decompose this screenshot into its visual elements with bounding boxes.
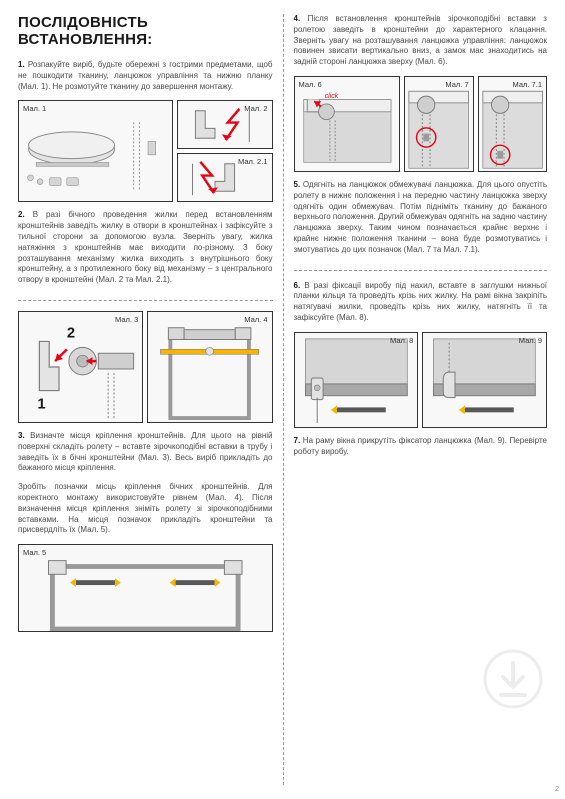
page-root: ПОСЛІДОВНІСТЬ ВСТАНОВЛЕННЯ: 1. Розпакуйт… (0, 0, 565, 799)
figure-3-svg: 1 2 (19, 312, 142, 422)
fig-row-4: Мал. 6 click Мал. 7 (294, 76, 548, 172)
figure-6-click: click (324, 93, 338, 100)
figure-1-label: Мал. 1 (23, 104, 46, 113)
fig-row-3: Мал. 5 (18, 544, 273, 632)
figure-2-label: Мал. 2 (244, 104, 267, 113)
paragraph-4: 4. Після встановлення кронштейнів зірочк… (294, 14, 548, 68)
right-divider (294, 270, 548, 271)
figure-5-label: Мал. 5 (23, 548, 46, 557)
figure-4-label: Мал. 4 (244, 315, 267, 324)
figure-4: Мал. 4 (147, 311, 272, 423)
right-column: 4. Після встановлення кронштейнів зірочк… (283, 14, 548, 785)
figure-3-label: Мал. 3 (115, 315, 138, 324)
paragraph-5-text: Одягніть на ланцюжок обмежувачі ланцюжка… (294, 180, 548, 254)
figure-7-label: Мал. 7 (445, 80, 468, 89)
paragraph-2: 2. В разі бічного проведення жилки перед… (18, 210, 273, 286)
figure-7-1-svg (479, 77, 546, 171)
figure-3-num1: 1 (37, 396, 45, 412)
figure-9-svg (423, 333, 546, 427)
figure-8-svg (295, 333, 418, 427)
paragraph-6: 6. В разі фіксації виробу під нахил, вст… (294, 281, 548, 324)
section-title: ПОСЛІДОВНІСТЬ ВСТАНОВЛЕННЯ: (18, 14, 273, 48)
paragraph-3a-text: Визначте місця кріплення кронштейнів. Дл… (18, 431, 273, 472)
paragraph-5: 5. Одягніть на ланцюжок обмежувачі ланцю… (294, 180, 548, 256)
fig-row-2: Мал. 3 1 2 Мал. 4 (18, 311, 273, 423)
figure-7-1-label: Мал. 7.1 (513, 80, 542, 89)
figure-8: Мал. 8 (294, 332, 419, 428)
paragraph-1: 1. Розпакуйте виріб, будьте обережні з г… (18, 60, 273, 92)
figure-2: Мал. 2 (177, 100, 273, 149)
figure-7: Мал. 7 (404, 76, 473, 172)
figure-7-1: Мал. 7.1 (478, 76, 547, 172)
paragraph-1-text: Розпакуйте виріб, будьте обережні з гост… (18, 60, 273, 91)
figure-6: Мал. 6 click (294, 76, 401, 172)
figure-9: Мал. 9 (422, 332, 547, 428)
figure-8-label: Мал. 8 (390, 336, 413, 345)
left-divider (18, 300, 273, 301)
figure-7-svg (405, 77, 472, 171)
fig-row-1: Мал. 1 Мал. 2 (18, 100, 273, 202)
figure-3: Мал. 3 1 2 (18, 311, 143, 423)
figure-6-svg: click (295, 77, 400, 171)
figure-2-1: Мал. 2.1 (177, 153, 273, 202)
paragraph-7: 7. На раму вікна прикрутіть фіксатор лан… (294, 436, 548, 458)
figure-2-1-label: Мал. 2.1 (238, 157, 267, 166)
paragraph-2-text: В разі бічного проведення жилки перед вс… (18, 210, 273, 284)
figure-3-num2: 2 (67, 326, 75, 342)
figure-1: Мал. 1 (18, 100, 173, 202)
page-number: 2 (555, 786, 559, 793)
paragraph-3b: Зробіть позначки місць кріплення бічних … (18, 482, 273, 536)
paragraph-7-text: На раму вікна прикрутіть фіксатор ланцюж… (294, 436, 547, 456)
figure-4-svg (148, 312, 271, 422)
paragraph-6-text: В разі фіксації виробу під нахил, вставт… (294, 281, 548, 322)
figure-5: Мал. 5 (18, 544, 273, 632)
left-column: ПОСЛІДОВНІСТЬ ВСТАНОВЛЕННЯ: 1. Розпакуйт… (18, 14, 283, 785)
figure-6-label: Мал. 6 (299, 80, 322, 89)
paragraph-3a: 3. Визначте місця кріплення кронштейнів.… (18, 431, 273, 474)
fig-row-5: Мал. 8 Мал. 9 (294, 332, 548, 428)
paragraph-3b-text: Зробіть позначки місць кріплення бічних … (18, 482, 273, 534)
figure-5-svg (19, 545, 272, 631)
figure-9-label: Мал. 9 (519, 336, 542, 345)
figure-1-svg (19, 101, 172, 201)
paragraph-4-text: Після встановлення кронштейнів зірочкопо… (294, 14, 548, 66)
